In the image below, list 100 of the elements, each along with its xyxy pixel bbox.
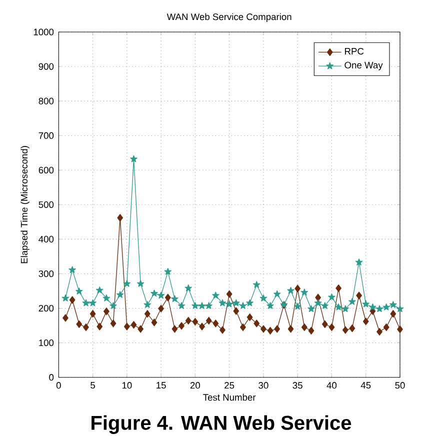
point bbox=[136, 280, 144, 287]
legend-label: RPC bbox=[345, 48, 364, 55]
point bbox=[369, 303, 376, 310]
point bbox=[82, 299, 90, 306]
point bbox=[274, 325, 280, 333]
point bbox=[144, 301, 152, 308]
point bbox=[178, 322, 184, 330]
point bbox=[288, 325, 294, 333]
point bbox=[328, 293, 336, 300]
point bbox=[232, 299, 240, 306]
y-tick-label: 300 bbox=[38, 270, 54, 278]
y-tick-label: 0 bbox=[49, 374, 54, 381]
point bbox=[83, 323, 89, 332]
point bbox=[376, 328, 382, 336]
point bbox=[130, 321, 137, 329]
point bbox=[240, 323, 246, 332]
point bbox=[76, 320, 82, 328]
point bbox=[123, 280, 131, 287]
point bbox=[96, 322, 103, 330]
point bbox=[104, 308, 110, 316]
point bbox=[362, 318, 369, 326]
point bbox=[314, 299, 322, 306]
point bbox=[164, 268, 172, 275]
point bbox=[198, 302, 206, 309]
point bbox=[294, 284, 301, 292]
point bbox=[287, 286, 294, 294]
point bbox=[151, 318, 158, 326]
point bbox=[185, 316, 192, 324]
point bbox=[334, 303, 342, 310]
point bbox=[76, 288, 83, 294]
point bbox=[218, 299, 226, 306]
point bbox=[315, 294, 322, 302]
point bbox=[102, 294, 110, 302]
point bbox=[239, 302, 247, 309]
point bbox=[301, 323, 308, 332]
y-tick-label: 600 bbox=[38, 166, 54, 174]
point bbox=[322, 320, 328, 328]
point bbox=[342, 326, 348, 334]
x-tick-label: 0 bbox=[56, 382, 61, 389]
point bbox=[206, 316, 212, 324]
point bbox=[348, 298, 356, 305]
point bbox=[89, 299, 96, 306]
point bbox=[246, 313, 253, 322]
x-tick-label: 25 bbox=[224, 382, 234, 389]
y-tick-label: 200 bbox=[38, 304, 54, 312]
caption: Figure 4. WAN Web Service bbox=[92, 415, 352, 434]
point bbox=[192, 318, 198, 326]
point bbox=[328, 323, 335, 332]
point bbox=[390, 310, 396, 318]
point bbox=[390, 301, 397, 308]
point bbox=[336, 284, 342, 292]
point bbox=[184, 284, 192, 292]
point bbox=[124, 322, 130, 330]
point bbox=[226, 290, 232, 298]
point bbox=[260, 294, 268, 302]
point bbox=[212, 292, 220, 299]
point bbox=[178, 302, 186, 309]
point bbox=[130, 155, 138, 162]
x-tick-label: 5 bbox=[90, 382, 95, 389]
point bbox=[308, 326, 314, 335]
point bbox=[110, 302, 117, 309]
point bbox=[321, 302, 329, 309]
y-axis-title: Elapsed Time (Microsecond) bbox=[20, 146, 30, 264]
x-tick-label: 30 bbox=[258, 382, 268, 389]
x-tick-label: 50 bbox=[395, 382, 405, 389]
y-tick-label: 100 bbox=[39, 340, 54, 346]
point bbox=[110, 320, 116, 328]
point bbox=[349, 324, 356, 332]
point bbox=[267, 326, 274, 335]
point bbox=[90, 310, 96, 318]
x-tick-label: 45 bbox=[360, 382, 371, 389]
point bbox=[294, 302, 302, 310]
y-tick-label: 800 bbox=[38, 98, 54, 104]
point bbox=[138, 325, 144, 333]
point bbox=[62, 314, 68, 322]
point bbox=[226, 300, 233, 308]
x-tick-label: 10 bbox=[122, 382, 132, 389]
point bbox=[383, 323, 390, 332]
point bbox=[150, 290, 158, 297]
point bbox=[144, 310, 150, 318]
point bbox=[376, 305, 384, 312]
point bbox=[253, 280, 260, 288]
chart-title: WAN Web Service Comparion bbox=[166, 13, 292, 22]
point bbox=[396, 305, 404, 312]
point bbox=[192, 302, 199, 309]
point bbox=[260, 325, 266, 333]
point bbox=[158, 304, 164, 312]
point bbox=[205, 302, 212, 309]
point bbox=[199, 322, 205, 330]
y-tick-label: 900 bbox=[38, 63, 54, 70]
point bbox=[68, 266, 76, 274]
point bbox=[342, 305, 350, 312]
point bbox=[171, 295, 178, 302]
point bbox=[233, 307, 240, 315]
point bbox=[62, 294, 70, 302]
point bbox=[382, 303, 390, 310]
point bbox=[273, 290, 281, 298]
point bbox=[266, 302, 274, 309]
y-tick-label: 1000 bbox=[34, 28, 54, 36]
x-tick-label: 40 bbox=[326, 382, 337, 389]
